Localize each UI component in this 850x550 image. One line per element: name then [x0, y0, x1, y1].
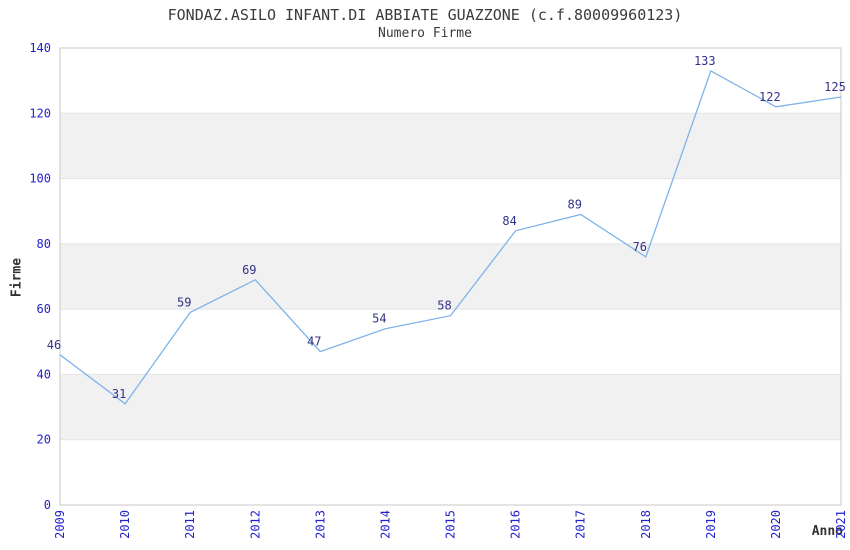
x-tick-label: 2014 [378, 510, 392, 539]
x-tick-label: 2017 [574, 510, 588, 539]
data-point-label: 47 [307, 335, 321, 349]
y-tick-label: 140 [29, 41, 51, 55]
data-point-label: 31 [112, 387, 126, 401]
y-tick-label: 20 [37, 433, 51, 447]
data-point-label: 46 [47, 338, 61, 352]
x-tick-label: 2018 [639, 510, 653, 539]
data-point-label: 84 [502, 214, 516, 228]
y-tick-label: 80 [37, 237, 51, 251]
y-tick-label: 0 [44, 498, 51, 512]
x-axis-title: Anno [811, 524, 843, 539]
data-point-label: 133 [694, 54, 716, 68]
data-line-series [59, 69, 842, 405]
plot-band [60, 113, 841, 179]
x-tick-label: 2021 [834, 510, 848, 539]
data-point-label: 59 [177, 295, 191, 309]
x-tick-label: 2013 [313, 510, 327, 539]
y-tick-label: 60 [37, 302, 51, 316]
chart-subtitle: Numero Firme [378, 26, 472, 41]
y-tick-label: 120 [29, 106, 51, 120]
x-tick-label: 2012 [248, 510, 262, 539]
data-point-label: 54 [372, 312, 386, 326]
plot-band [60, 374, 841, 440]
chart-title: FONDAZ.ASILO INFANT.DI ABBIATE GUAZZONE … [167, 6, 683, 24]
x-tick-label: 2015 [444, 510, 458, 539]
x-tick-label: 2011 [183, 510, 197, 539]
x-tick-label: 2020 [769, 510, 783, 539]
data-point-label: 69 [242, 263, 256, 277]
x-tick-label: 2016 [509, 510, 523, 539]
plot-band [60, 243, 841, 310]
y-tick-label: 100 [29, 172, 51, 186]
data-point-label: 58 [437, 299, 451, 313]
data-point-label: 76 [633, 240, 647, 254]
data-point-label: 89 [567, 198, 581, 212]
plot-border [59, 47, 842, 506]
x-tick-label: 2019 [704, 510, 718, 539]
data-point-label: 122 [759, 90, 781, 104]
x-tick-label: 2010 [118, 510, 132, 539]
data-point-label: 125 [824, 80, 846, 94]
y-tick-label: 40 [37, 367, 51, 381]
x-tick-label: 2009 [53, 510, 67, 539]
